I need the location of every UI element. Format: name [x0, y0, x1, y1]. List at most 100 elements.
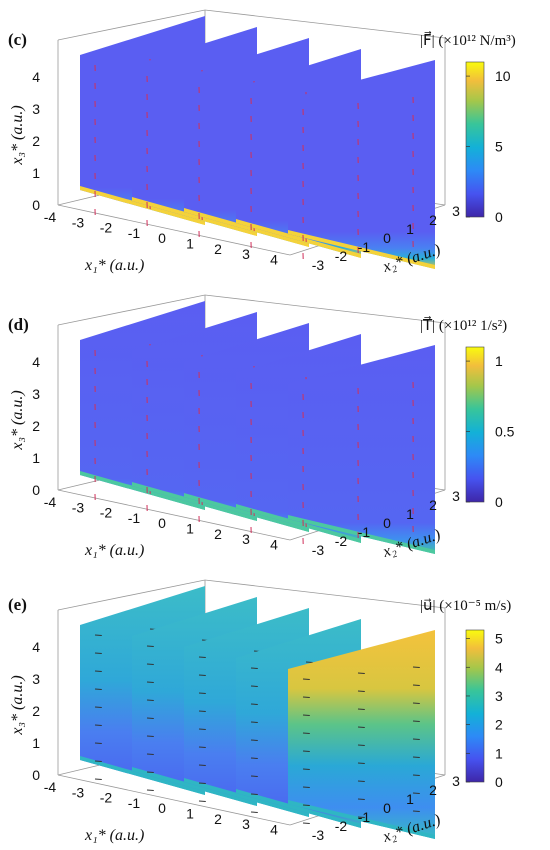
x2-tick-label: 2 — [429, 782, 437, 798]
x3-axis-label: x₃* (a.u.) — [9, 390, 26, 450]
vector-arrow — [302, 804, 310, 807]
x3-tick-label: 0 — [32, 767, 40, 783]
x3-axis-label: x₃* (a.u.) — [9, 675, 26, 735]
vector-arrow — [198, 692, 206, 695]
x1-axis: -4 -3 -2 -1 0 1 2 3 4 x₁* (a.u.) — [44, 209, 278, 274]
slice-band — [132, 197, 257, 236]
x3-tick-label: 1 — [32, 450, 40, 466]
vector-arrow — [146, 717, 154, 720]
vector-arrow — [94, 688, 102, 691]
vector-arrow — [357, 672, 365, 675]
colorbar-tick-label: 5 — [495, 631, 503, 647]
x2-tick-label: -3 — [312, 257, 325, 273]
slice-band — [132, 482, 257, 521]
x1-tick-label: -2 — [100, 220, 113, 236]
vector-arrow — [146, 699, 154, 702]
panel-label: (e) — [8, 595, 27, 614]
vector-arrow — [146, 645, 154, 648]
vector-arrow — [250, 703, 258, 706]
x3-tick-label: 1 — [32, 165, 40, 181]
vector-arrow — [357, 816, 365, 819]
vector-arrow — [198, 728, 206, 731]
vector-arrow — [357, 762, 365, 765]
x1-tick-label: -4 — [44, 779, 57, 795]
x1-tick-label: -3 — [72, 499, 85, 515]
slice-band — [236, 219, 361, 258]
vector-arrow — [146, 771, 154, 774]
colorbar-tick-label: 0 — [495, 774, 503, 790]
x3-tick-label: 2 — [32, 703, 40, 719]
slice-band — [80, 756, 205, 795]
colorbar-tick-label: 1 — [495, 353, 503, 369]
x1-axis-label: x₁* (a.u.) — [84, 257, 144, 274]
x1-tick-label: -3 — [72, 784, 85, 800]
colorbar-title: |u⃗| (×10⁻⁵ m/s) — [420, 598, 511, 614]
vector-arrow — [250, 775, 258, 778]
panel-label: (d) — [8, 315, 29, 334]
x3-tick-label: 0 — [32, 197, 40, 213]
x3-tick-label: 2 — [32, 418, 40, 434]
x2-tick-label: 3 — [452, 488, 460, 504]
x2-tick-label: 3 — [452, 203, 460, 219]
x2-tick-label: 2 — [429, 212, 437, 228]
vector-arrow — [412, 810, 420, 813]
slice-band — [288, 230, 435, 269]
x1-tick-label: -4 — [44, 209, 57, 225]
slice-band — [184, 778, 309, 817]
vector-arrow — [146, 789, 154, 792]
slice-plane — [288, 630, 435, 839]
x1-tick-label: 3 — [242, 531, 250, 547]
x1-axis-label: x₁* (a.u.) — [84, 542, 144, 559]
colorbar-tick-label: 5 — [495, 139, 503, 155]
vector-arrow — [357, 744, 365, 747]
x2-tick-label: 0 — [383, 800, 391, 816]
vector-arrow — [357, 780, 365, 783]
slice-band — [236, 504, 361, 543]
vector-arrow — [198, 746, 206, 749]
x2-tick-label: -1 — [358, 809, 371, 825]
vector-arrow — [94, 652, 102, 655]
colorbar-tick-label: 0.5 — [495, 424, 515, 440]
x1-tick-label: -4 — [44, 494, 57, 510]
vector-arrow — [302, 714, 310, 717]
colorbar-tick-label: 1 — [495, 745, 503, 761]
colorbar-gradient — [465, 629, 485, 783]
x1-tick-label: 4 — [270, 821, 278, 837]
x3-tick-label: 4 — [32, 354, 40, 370]
vector-arrow — [198, 674, 206, 677]
vector-arrow — [357, 726, 365, 729]
x1-tick-label: 3 — [242, 816, 250, 832]
vector-arrow — [94, 760, 102, 763]
x2-tick-label: -3 — [312, 542, 325, 558]
panel-label: (c) — [8, 30, 27, 49]
x1-tick-label: 3 — [242, 246, 250, 262]
x3-tick-label: 3 — [32, 386, 40, 402]
x2-tick-label: -2 — [335, 533, 348, 549]
x3-tick-label: 3 — [32, 671, 40, 687]
x1-tick-label: 2 — [214, 811, 222, 827]
x2-tick-label: 0 — [383, 230, 391, 246]
vector-arrow — [198, 710, 206, 713]
colorbar: 5 4 3 2 1 0 |u⃗| (×10⁻⁵ m/s) — [420, 598, 511, 790]
vector-arrow — [412, 684, 420, 687]
x3-tick-label: 0 — [32, 482, 40, 498]
x3-axis-label: x₃* (a.u.) — [9, 105, 26, 165]
x1-tick-label: -1 — [128, 510, 141, 526]
x2-tick-label: -2 — [335, 818, 348, 834]
x3-tick-label: 1 — [32, 735, 40, 751]
x1-tick-label: 1 — [186, 806, 194, 822]
colorbar-gradient — [465, 346, 485, 503]
colorbar-title: |T⃗| (×10¹² 1/s²) — [420, 315, 507, 334]
colorbar-tick-label: 4 — [495, 659, 503, 675]
vector-arrow — [250, 811, 258, 814]
vector-arrow — [94, 724, 102, 727]
x1-tick-label: -1 — [128, 225, 141, 241]
x3-axis: 0 1 2 3 4 x₃* (a.u.) — [9, 639, 40, 783]
vector-arrow — [302, 750, 310, 753]
slice-band — [236, 789, 361, 828]
slice-band — [80, 186, 205, 225]
x3-tick-label: 2 — [32, 133, 40, 149]
vector-arrow — [305, 661, 313, 664]
